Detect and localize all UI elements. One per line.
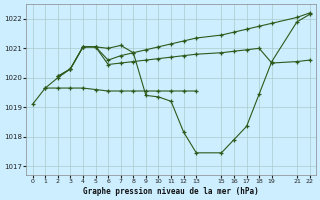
X-axis label: Graphe pression niveau de la mer (hPa): Graphe pression niveau de la mer (hPa) xyxy=(83,187,259,196)
